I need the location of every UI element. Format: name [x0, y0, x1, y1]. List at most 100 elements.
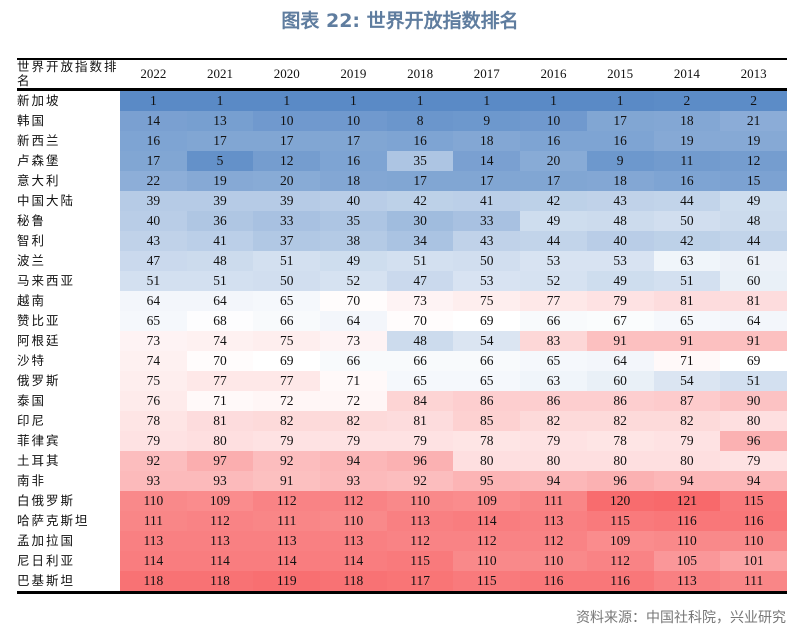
- heatmap-cell: 118: [320, 571, 387, 594]
- heatmap-cell: 111: [120, 511, 187, 531]
- row-label: 哈萨克斯坦: [17, 511, 120, 531]
- heatmap-cell: 110: [520, 551, 587, 571]
- row-label: 巴基斯坦: [17, 571, 120, 594]
- heatmap-cell: 80: [520, 451, 587, 471]
- heatmap-cell: 110: [453, 551, 521, 571]
- heatmap-cell: 94: [520, 471, 587, 491]
- heatmap-cell: 116: [520, 571, 587, 594]
- column-header: 2020: [253, 58, 321, 91]
- heatmap-cell: 60: [720, 271, 787, 291]
- heatmap-cell: 17: [586, 111, 654, 131]
- column-header: 2013: [720, 58, 787, 91]
- heatmap-cell: 112: [386, 531, 454, 551]
- heatmap-cell: 75: [120, 371, 187, 391]
- heatmap-cell: 10: [520, 111, 587, 131]
- heatmap-cell: 19: [186, 171, 254, 191]
- heatmap-cell: 72: [253, 391, 321, 411]
- heatmap-cell: 78: [120, 411, 187, 431]
- row-label: 孟加拉国: [17, 531, 120, 551]
- heatmap-cell: 110: [653, 531, 721, 551]
- heatmap-cell: 52: [320, 271, 387, 291]
- heatmap-cell: 112: [586, 551, 654, 571]
- heatmap-cell: 79: [120, 431, 187, 451]
- table-row: 白俄罗斯 110 109 112 112 110 109 111 120 121 115: [17, 491, 787, 511]
- heatmap-cell: 66: [453, 351, 521, 371]
- heatmap-cell: 67: [586, 311, 654, 331]
- heatmap-cell: 34: [386, 231, 454, 251]
- heatmap-cell: 71: [653, 351, 721, 371]
- heatmap-cell: 69: [453, 311, 521, 331]
- heatmap-cell: 49: [520, 211, 587, 231]
- heatmap-cell: 112: [520, 531, 587, 551]
- heatmap-cell: 38: [320, 231, 387, 251]
- row-label: 土耳其: [17, 451, 120, 471]
- heatmap-cell: 84: [386, 391, 454, 411]
- heatmap-cell: 79: [253, 431, 321, 451]
- heatmap-cell: 1: [520, 89, 587, 111]
- heatmap-cell: 65: [453, 371, 521, 391]
- row-label: 泰国: [17, 391, 120, 411]
- heatmap-cell: 54: [653, 371, 721, 391]
- heatmap-cell: 114: [453, 511, 521, 531]
- heatmap-cell: 118: [120, 571, 187, 594]
- heatmap-cell: 82: [520, 411, 587, 431]
- row-label: 沙特: [17, 351, 120, 371]
- row-label: 智利: [17, 231, 120, 251]
- heatmap-cell: 1: [386, 89, 454, 111]
- chart-title: 图表 22: 世界开放指数排名: [281, 10, 519, 32]
- heatmap-cell: 51: [120, 271, 187, 291]
- heatmap-cell: 112: [186, 511, 254, 531]
- heatmap-cell: 42: [653, 231, 721, 251]
- column-header: 2017: [453, 58, 521, 91]
- heatmap-cell: 115: [386, 551, 454, 571]
- heatmap-cell: 114: [186, 551, 254, 571]
- heatmap-cell: 110: [720, 531, 787, 551]
- heatmap-cell: 80: [186, 431, 254, 451]
- table-row: 秘鲁 40 36 33 35 30 33 49 48 50 48: [17, 211, 787, 231]
- heatmap-cell: 35: [320, 211, 387, 231]
- heatmap-cell: 69: [720, 351, 787, 371]
- heatmap-cell: 60: [586, 371, 654, 391]
- heatmap-cell: 119: [253, 571, 321, 594]
- heatmap-cell: 110: [120, 491, 187, 511]
- heatmap-cell: 66: [386, 351, 454, 371]
- heatmap-cell: 51: [653, 271, 721, 291]
- heatmap-cell: 51: [386, 251, 454, 271]
- heatmap-cell: 112: [253, 491, 321, 511]
- heatmap-cell: 113: [253, 531, 321, 551]
- heatmap-cell: 74: [186, 331, 254, 351]
- heatmap-cell: 51: [720, 371, 787, 391]
- heatmap-cell: 94: [720, 471, 787, 491]
- heatmap-cell: 17: [253, 131, 321, 151]
- heatmap-cell: 79: [720, 451, 787, 471]
- table-row: 马来西亚 51 51 50 52 47 53 52 49 51 60: [17, 271, 787, 291]
- heatmap-cell: 109: [586, 531, 654, 551]
- heatmap-cell: 44: [520, 231, 587, 251]
- heatmap-cell: 16: [120, 131, 187, 151]
- heatmap-cell: 112: [453, 531, 521, 551]
- heatmap-cell: 64: [320, 311, 387, 331]
- table-row: 沙特 74 70 69 66 66 66 65 64 71 69: [17, 351, 787, 371]
- row-label: 俄罗斯: [17, 371, 120, 391]
- heatmap-cell: 44: [720, 231, 787, 251]
- heatmap-cell: 11: [653, 151, 721, 171]
- heatmap-cell: 49: [586, 271, 654, 291]
- table-row: 尼日利亚 114 114 114 114 115 110 110 112 105 101: [17, 551, 787, 571]
- row-label: 新西兰: [17, 131, 120, 151]
- heatmap-cell: 86: [586, 391, 654, 411]
- heatmap-cell: 70: [386, 311, 454, 331]
- heatmap-cell: 94: [320, 451, 387, 471]
- heatmap-cell: 73: [386, 291, 454, 311]
- heatmap-cell: 81: [186, 411, 254, 431]
- heatmap-cell: 111: [253, 511, 321, 531]
- heatmap-cell: 71: [320, 371, 387, 391]
- heatmap-cell: 76: [120, 391, 187, 411]
- heatmap-cell: 113: [320, 531, 387, 551]
- row-label: 阿根廷: [17, 331, 120, 351]
- heatmap-cell: 41: [186, 231, 254, 251]
- table-row: 越南 64 64 65 70 73 75 77 79 81 81: [17, 291, 787, 311]
- heatmap-cell: 2: [653, 89, 721, 111]
- heatmap-cell: 18: [653, 111, 721, 131]
- heatmap-cell: 16: [586, 131, 654, 151]
- heatmap-cell: 16: [653, 171, 721, 191]
